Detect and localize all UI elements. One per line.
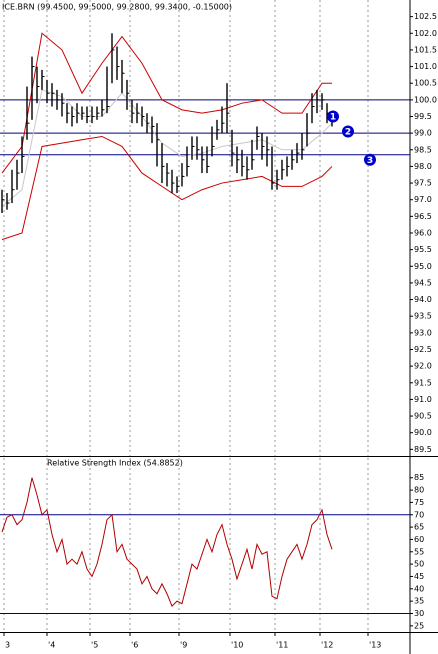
y-tick-label: 100.0 bbox=[414, 95, 437, 104]
marker bbox=[342, 125, 354, 138]
y-tick-label: 97.0 bbox=[414, 195, 432, 204]
y-tick-label: 89.5 bbox=[414, 445, 432, 454]
marker-label: 2 bbox=[345, 127, 351, 137]
y-tick-label: 65 bbox=[414, 523, 424, 532]
rsi-title: Relative Strength Index (54.8852) bbox=[47, 459, 183, 468]
y-tick-label: 102.0 bbox=[414, 29, 437, 38]
y-tick-label: 70 bbox=[414, 510, 424, 519]
y-tick-label: 92.0 bbox=[414, 362, 432, 371]
chart-title: ICE.BRN (99.4500, 99.5000, 99.2800, 99.3… bbox=[2, 3, 232, 12]
y-tick-label: 80 bbox=[414, 486, 424, 495]
y-tick-label: 91.0 bbox=[414, 395, 432, 404]
y-tick-label: 50 bbox=[414, 560, 424, 569]
y-tick-label: 90.5 bbox=[414, 412, 432, 421]
band-line bbox=[1, 32, 332, 174]
y-tick-label: 95.5 bbox=[414, 245, 432, 254]
y-tick-label: 100.5 bbox=[414, 79, 437, 88]
y-tick-label: 30 bbox=[414, 609, 424, 618]
y-tick-label: 97.5 bbox=[414, 179, 432, 188]
x-tick-label: '11 bbox=[276, 641, 288, 650]
rsi-line bbox=[1, 477, 333, 607]
x-tick-label: '9 bbox=[180, 641, 187, 650]
y-tick-label: 101.0 bbox=[414, 62, 437, 71]
y-tick-label: 94.0 bbox=[414, 295, 432, 304]
x-tick-label: 3 bbox=[5, 641, 10, 650]
marker bbox=[364, 153, 376, 166]
y-tick-label: 55 bbox=[414, 547, 424, 556]
y-tick-label: 98.5 bbox=[414, 145, 432, 154]
y-tick-label: 40 bbox=[414, 584, 424, 593]
y-tick-label: 25 bbox=[414, 621, 424, 630]
y-tick-label: 99.5 bbox=[414, 112, 432, 121]
y-tick-label: 90.0 bbox=[414, 428, 432, 437]
y-tick-label: 45 bbox=[414, 572, 424, 581]
x-tick-label: '13 bbox=[369, 641, 381, 650]
marker bbox=[327, 110, 339, 123]
marker-label: 3 bbox=[367, 156, 373, 166]
y-tick-label: 93.0 bbox=[414, 328, 432, 337]
x-tick-label: '4 bbox=[48, 641, 55, 650]
y-tick-label: 96.5 bbox=[414, 212, 432, 221]
y-tick-label: 75 bbox=[414, 498, 424, 507]
y-tick-label: 60 bbox=[414, 535, 424, 544]
y-tick-label: 94.5 bbox=[414, 278, 432, 287]
x-tick-label: '12 bbox=[321, 641, 333, 650]
y-tick-label: 99.0 bbox=[414, 129, 432, 138]
y-tick-label: 95.0 bbox=[414, 262, 432, 271]
y-tick-label: 96.0 bbox=[414, 228, 432, 237]
y-tick-label: 93.5 bbox=[414, 312, 432, 321]
y-tick-label: 102.5 bbox=[414, 12, 437, 21]
y-tick-label: 92.5 bbox=[414, 345, 432, 354]
y-tick-label: 35 bbox=[414, 597, 424, 606]
y-tick-label: 98.0 bbox=[414, 162, 432, 171]
x-tick-label: '10 bbox=[231, 641, 243, 650]
y-tick-label: 85 bbox=[414, 473, 424, 482]
x-tick-label: '5 bbox=[91, 641, 98, 650]
band-line bbox=[1, 89, 333, 207]
marker-label: 1 bbox=[330, 112, 336, 122]
y-tick-label: 91.5 bbox=[414, 378, 432, 387]
band-line bbox=[1, 135, 333, 241]
y-tick-label: 101.5 bbox=[414, 45, 437, 54]
x-tick-label: '6 bbox=[131, 641, 138, 650]
